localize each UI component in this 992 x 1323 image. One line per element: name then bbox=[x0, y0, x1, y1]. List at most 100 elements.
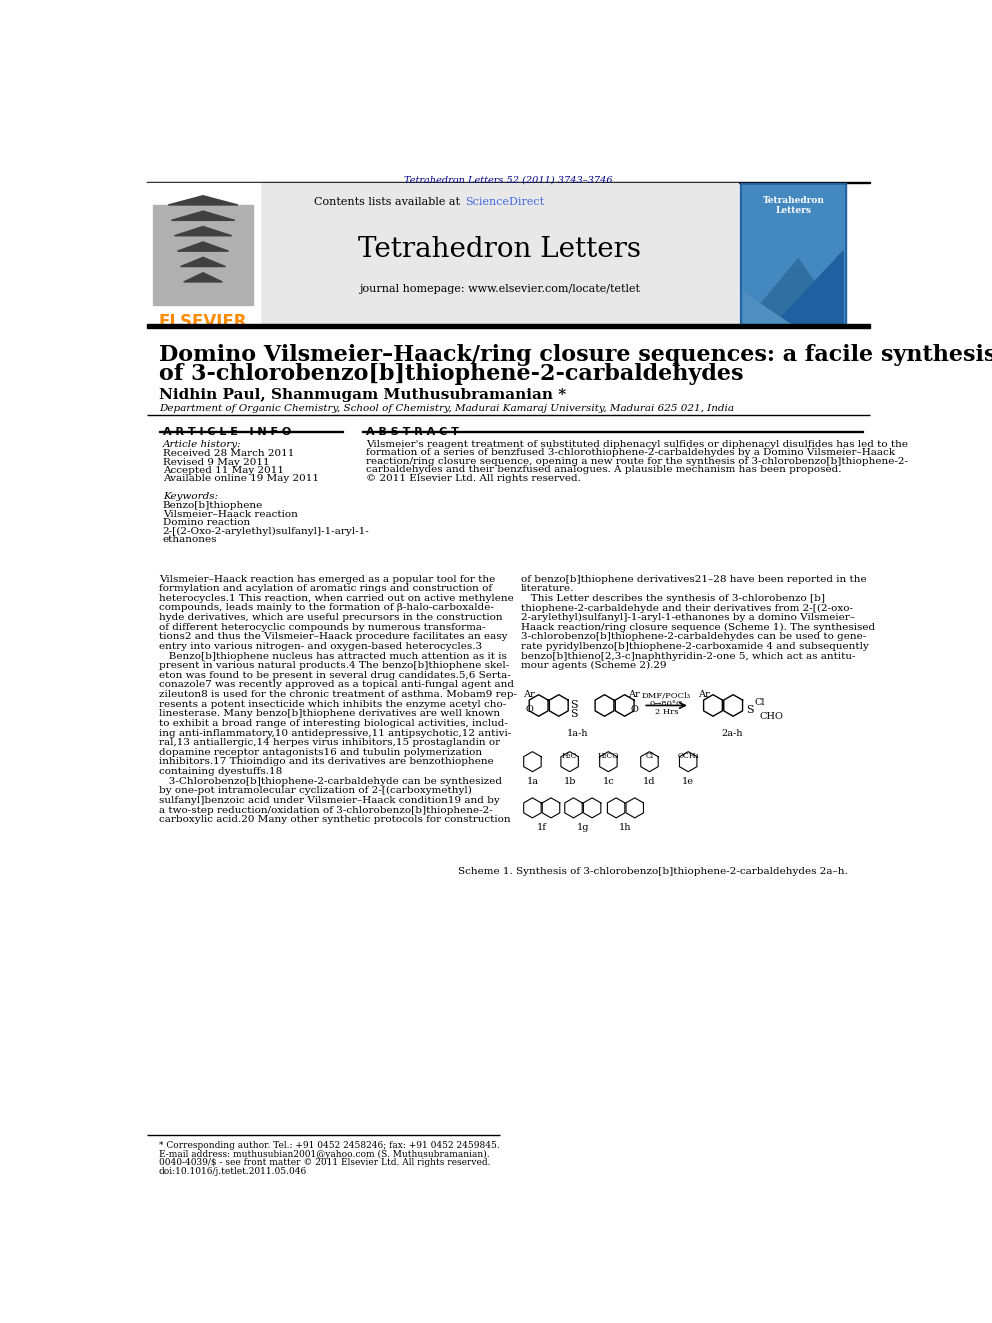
Text: reaction/ring closure sequence, opening a new route for the synthesis of 3-chlor: reaction/ring closure sequence, opening … bbox=[366, 456, 908, 466]
Text: * Corresponding author. Tel.: +91 0452 2458246; fax: +91 0452 2459845.: * Corresponding author. Tel.: +91 0452 2… bbox=[159, 1142, 500, 1150]
Text: by one-pot intramolecular cyclization of 2-[(carboxymethyl): by one-pot intramolecular cyclization of… bbox=[159, 786, 472, 795]
Text: Revised 9 May 2011: Revised 9 May 2011 bbox=[163, 458, 270, 467]
Text: Nidhin Paul, Shanmugam Muthusubramanian *: Nidhin Paul, Shanmugam Muthusubramanian … bbox=[159, 388, 566, 402]
Text: © 2011 Elsevier Ltd. All rights reserved.: © 2011 Elsevier Ltd. All rights reserved… bbox=[366, 474, 580, 483]
Text: Tetrahedron: Tetrahedron bbox=[763, 196, 824, 205]
Text: S: S bbox=[569, 709, 577, 720]
Text: carbaldehydes and their benzfused analogues. A plausible mechanism has been prop: carbaldehydes and their benzfused analog… bbox=[366, 466, 841, 474]
Text: to exhibit a broad range of interesting biological activities, includ-: to exhibit a broad range of interesting … bbox=[159, 718, 508, 728]
Text: 1a: 1a bbox=[527, 777, 539, 786]
Text: Vilsmeier's reagent treatment of substituted diphenacyl sulfides or diphenacyl d: Vilsmeier's reagent treatment of substit… bbox=[366, 439, 908, 448]
Text: Tetrahedron Letters: Tetrahedron Letters bbox=[358, 235, 642, 263]
Text: Accepted 11 May 2011: Accepted 11 May 2011 bbox=[163, 466, 284, 475]
Text: 1a-h: 1a-h bbox=[566, 729, 588, 737]
Polygon shape bbox=[744, 294, 791, 324]
Text: Haack reaction/ring closure sequence (Scheme 1). The synthesised: Haack reaction/ring closure sequence (Sc… bbox=[521, 623, 875, 632]
Text: journal homepage: www.elsevier.com/locate/tetlet: journal homepage: www.elsevier.com/locat… bbox=[359, 284, 641, 294]
Text: 2-arylethyl)sulfanyl]-1-aryl-1-ethanones by a domino Vilsmeier–: 2-arylethyl)sulfanyl]-1-aryl-1-ethanones… bbox=[521, 613, 855, 622]
Polygon shape bbox=[184, 273, 222, 282]
Text: 3-Chlorobenzo[b]thiophene-2-carbaldehyde can be synthesized: 3-Chlorobenzo[b]thiophene-2-carbaldehyde… bbox=[159, 777, 502, 786]
Text: Vilsmeier–Haack reaction has emerged as a popular tool for the: Vilsmeier–Haack reaction has emerged as … bbox=[159, 574, 495, 583]
Text: Keywords:: Keywords: bbox=[163, 492, 218, 501]
Text: entry into various nitrogen- and oxygen-based heterocycles.3: entry into various nitrogen- and oxygen-… bbox=[159, 642, 482, 651]
Text: Vilsmeier–Haack reaction: Vilsmeier–Haack reaction bbox=[163, 509, 298, 519]
Polygon shape bbox=[181, 257, 225, 266]
Bar bbox=[740, 184, 846, 324]
Polygon shape bbox=[175, 226, 232, 235]
Text: This Letter describes the synthesis of 3-chlorobenzo [b]: This Letter describes the synthesis of 3… bbox=[521, 594, 824, 603]
Text: Letters: Letters bbox=[776, 206, 811, 214]
Text: heterocycles.1 This reaction, when carried out on active methylene: heterocycles.1 This reaction, when carri… bbox=[159, 594, 514, 603]
Text: literature.: literature. bbox=[521, 585, 574, 593]
Text: Ar: Ar bbox=[697, 691, 709, 699]
Bar bbox=[154, 205, 253, 306]
Text: O: O bbox=[630, 705, 638, 714]
Text: Domino Vilsmeier–Haack/ring closure sequences: a facile synthesis: Domino Vilsmeier–Haack/ring closure sequ… bbox=[159, 344, 992, 365]
Text: CHO: CHO bbox=[760, 712, 784, 721]
Text: Benzo[b]thiophene: Benzo[b]thiophene bbox=[163, 501, 263, 511]
Text: 0→80°C: 0→80°C bbox=[650, 700, 683, 708]
Text: Department of Organic Chemistry, School of Chemistry, Madurai Kamaraj University: Department of Organic Chemistry, School … bbox=[159, 404, 734, 413]
Text: Ar: Ar bbox=[524, 691, 536, 699]
Text: Ar: Ar bbox=[628, 691, 640, 699]
Text: ScienceDirect: ScienceDirect bbox=[465, 197, 545, 208]
Text: S: S bbox=[746, 705, 754, 716]
Text: 2a-h: 2a-h bbox=[721, 729, 743, 737]
Text: 1f: 1f bbox=[537, 823, 547, 832]
Text: compounds, leads mainly to the formation of β-halo-carboxalde-: compounds, leads mainly to the formation… bbox=[159, 603, 494, 613]
Text: 1b: 1b bbox=[563, 777, 576, 786]
Text: 0040-4039/$ - see front matter © 2011 Elsevier Ltd. All rights reserved.: 0040-4039/$ - see front matter © 2011 El… bbox=[159, 1158, 490, 1167]
Text: 2-[(2-Oxo-2-arylethyl)sulfanyl]-1-aryl-1-: 2-[(2-Oxo-2-arylethyl)sulfanyl]-1-aryl-1… bbox=[163, 527, 369, 536]
Text: Benzo[b]thiophene nucleus has attracted much attention as it is: Benzo[b]thiophene nucleus has attracted … bbox=[159, 651, 507, 660]
Text: containing dyestuffs.18: containing dyestuffs.18 bbox=[159, 767, 282, 777]
Text: 2 Hrs: 2 Hrs bbox=[655, 708, 679, 716]
Text: O: O bbox=[526, 705, 534, 714]
Text: carboxylic acid.20 Many other synthetic protocols for construction: carboxylic acid.20 Many other synthetic … bbox=[159, 815, 511, 824]
Text: Available online 19 May 2011: Available online 19 May 2011 bbox=[163, 475, 318, 483]
Text: ethanones: ethanones bbox=[163, 536, 217, 544]
Text: Received 28 March 2011: Received 28 March 2011 bbox=[163, 448, 294, 458]
Text: present in various natural products.4 The benzo[b]thiophene skel-: present in various natural products.4 Th… bbox=[159, 662, 509, 671]
Text: 1c: 1c bbox=[602, 777, 614, 786]
Text: ral,13 antiallergic,14 herpes virus inhibitors,15 prostaglandin or: ral,13 antiallergic,14 herpes virus inhi… bbox=[159, 738, 500, 747]
Text: thiophene-2-carbaldehyde and their derivatives from 2-[(2-oxo-: thiophene-2-carbaldehyde and their deriv… bbox=[521, 603, 853, 613]
Polygon shape bbox=[775, 251, 843, 324]
Text: rate pyridylbenzo[b]thiophene-2-carboxamide 4 and subsequently: rate pyridylbenzo[b]thiophene-2-carboxam… bbox=[521, 642, 869, 651]
Text: of different heterocyclic compounds by numerous transforma-: of different heterocyclic compounds by n… bbox=[159, 623, 485, 631]
Polygon shape bbox=[178, 242, 228, 251]
Text: doi:10.1016/j.tetlet.2011.05.046: doi:10.1016/j.tetlet.2011.05.046 bbox=[159, 1167, 308, 1176]
Text: OCH₃: OCH₃ bbox=[678, 751, 699, 759]
Text: inhibitors.17 Thioindigo and its derivatives are benzothiophene: inhibitors.17 Thioindigo and its derivat… bbox=[159, 758, 494, 766]
Text: A R T I C L E   I N F O: A R T I C L E I N F O bbox=[163, 427, 291, 437]
Text: H₃C: H₃C bbox=[561, 751, 577, 759]
Text: of benzo[b]thiophene derivatives21–28 have been reported in the: of benzo[b]thiophene derivatives21–28 ha… bbox=[521, 574, 866, 583]
Text: resents a potent insecticide which inhibits the enzyme acetyl cho-: resents a potent insecticide which inhib… bbox=[159, 700, 506, 709]
Text: formation of a series of benzfused 3-chlorothiophene-2-carbaldehydes by a Domino: formation of a series of benzfused 3-chl… bbox=[366, 448, 895, 458]
Text: Tetrahedron Letters 52 (2011) 3743–3746: Tetrahedron Letters 52 (2011) 3743–3746 bbox=[404, 176, 613, 185]
Text: tions2 and thus the Vilsmeier–Haack procedure facilitates an easy: tions2 and thus the Vilsmeier–Haack proc… bbox=[159, 632, 507, 642]
Text: a two-step reduction/oxidation of 3-chlorobenzo[b]thiophene-2-: a two-step reduction/oxidation of 3-chlo… bbox=[159, 806, 493, 815]
Polygon shape bbox=[169, 196, 238, 205]
Text: formylation and acylation of aromatic rings and construction of: formylation and acylation of aromatic ri… bbox=[159, 585, 492, 593]
Polygon shape bbox=[744, 259, 843, 324]
Text: 1d: 1d bbox=[643, 777, 656, 786]
Text: S: S bbox=[569, 700, 577, 710]
Text: eton was found to be present in several drug candidates.5,6 Serta-: eton was found to be present in several … bbox=[159, 671, 511, 680]
Bar bbox=[260, 184, 738, 324]
Text: A B S T R A C T: A B S T R A C T bbox=[366, 427, 458, 437]
Text: Cl: Cl bbox=[754, 697, 765, 706]
Text: Contents lists available at: Contents lists available at bbox=[313, 197, 463, 208]
Text: DMF/POCl₃: DMF/POCl₃ bbox=[642, 692, 691, 700]
Text: linesterase. Many benzo[b]thiophene derivatives are well known: linesterase. Many benzo[b]thiophene deri… bbox=[159, 709, 500, 718]
Text: of 3-chlorobenzo[b]thiophene-2-carbaldehydes: of 3-chlorobenzo[b]thiophene-2-carbaldeh… bbox=[159, 363, 743, 385]
Text: 1e: 1e bbox=[682, 777, 694, 786]
Bar bbox=[742, 185, 844, 323]
Text: dopamine receptor antagonists16 and tubulin polymerization: dopamine receptor antagonists16 and tubu… bbox=[159, 747, 482, 757]
Text: Scheme 1. Synthesis of 3-chlorobenzo[b]thiophene-2-carbaldehydes 2a–h.: Scheme 1. Synthesis of 3-chlorobenzo[b]t… bbox=[458, 867, 848, 876]
Text: mour agents (Scheme 2).29: mour agents (Scheme 2).29 bbox=[521, 662, 667, 671]
Text: sulfanyl]benzoic acid under Vilsmeier–Haack condition19 and by: sulfanyl]benzoic acid under Vilsmeier–Ha… bbox=[159, 796, 500, 804]
Text: benzo[b]thieno[2,3-c]naphthyridin-2-one 5, which act as antitu-: benzo[b]thieno[2,3-c]naphthyridin-2-one … bbox=[521, 651, 855, 660]
Text: Cl: Cl bbox=[646, 751, 654, 759]
Text: conazole7 was recently approved as a topical anti-fungal agent and: conazole7 was recently approved as a top… bbox=[159, 680, 514, 689]
Text: 1g: 1g bbox=[576, 823, 589, 832]
